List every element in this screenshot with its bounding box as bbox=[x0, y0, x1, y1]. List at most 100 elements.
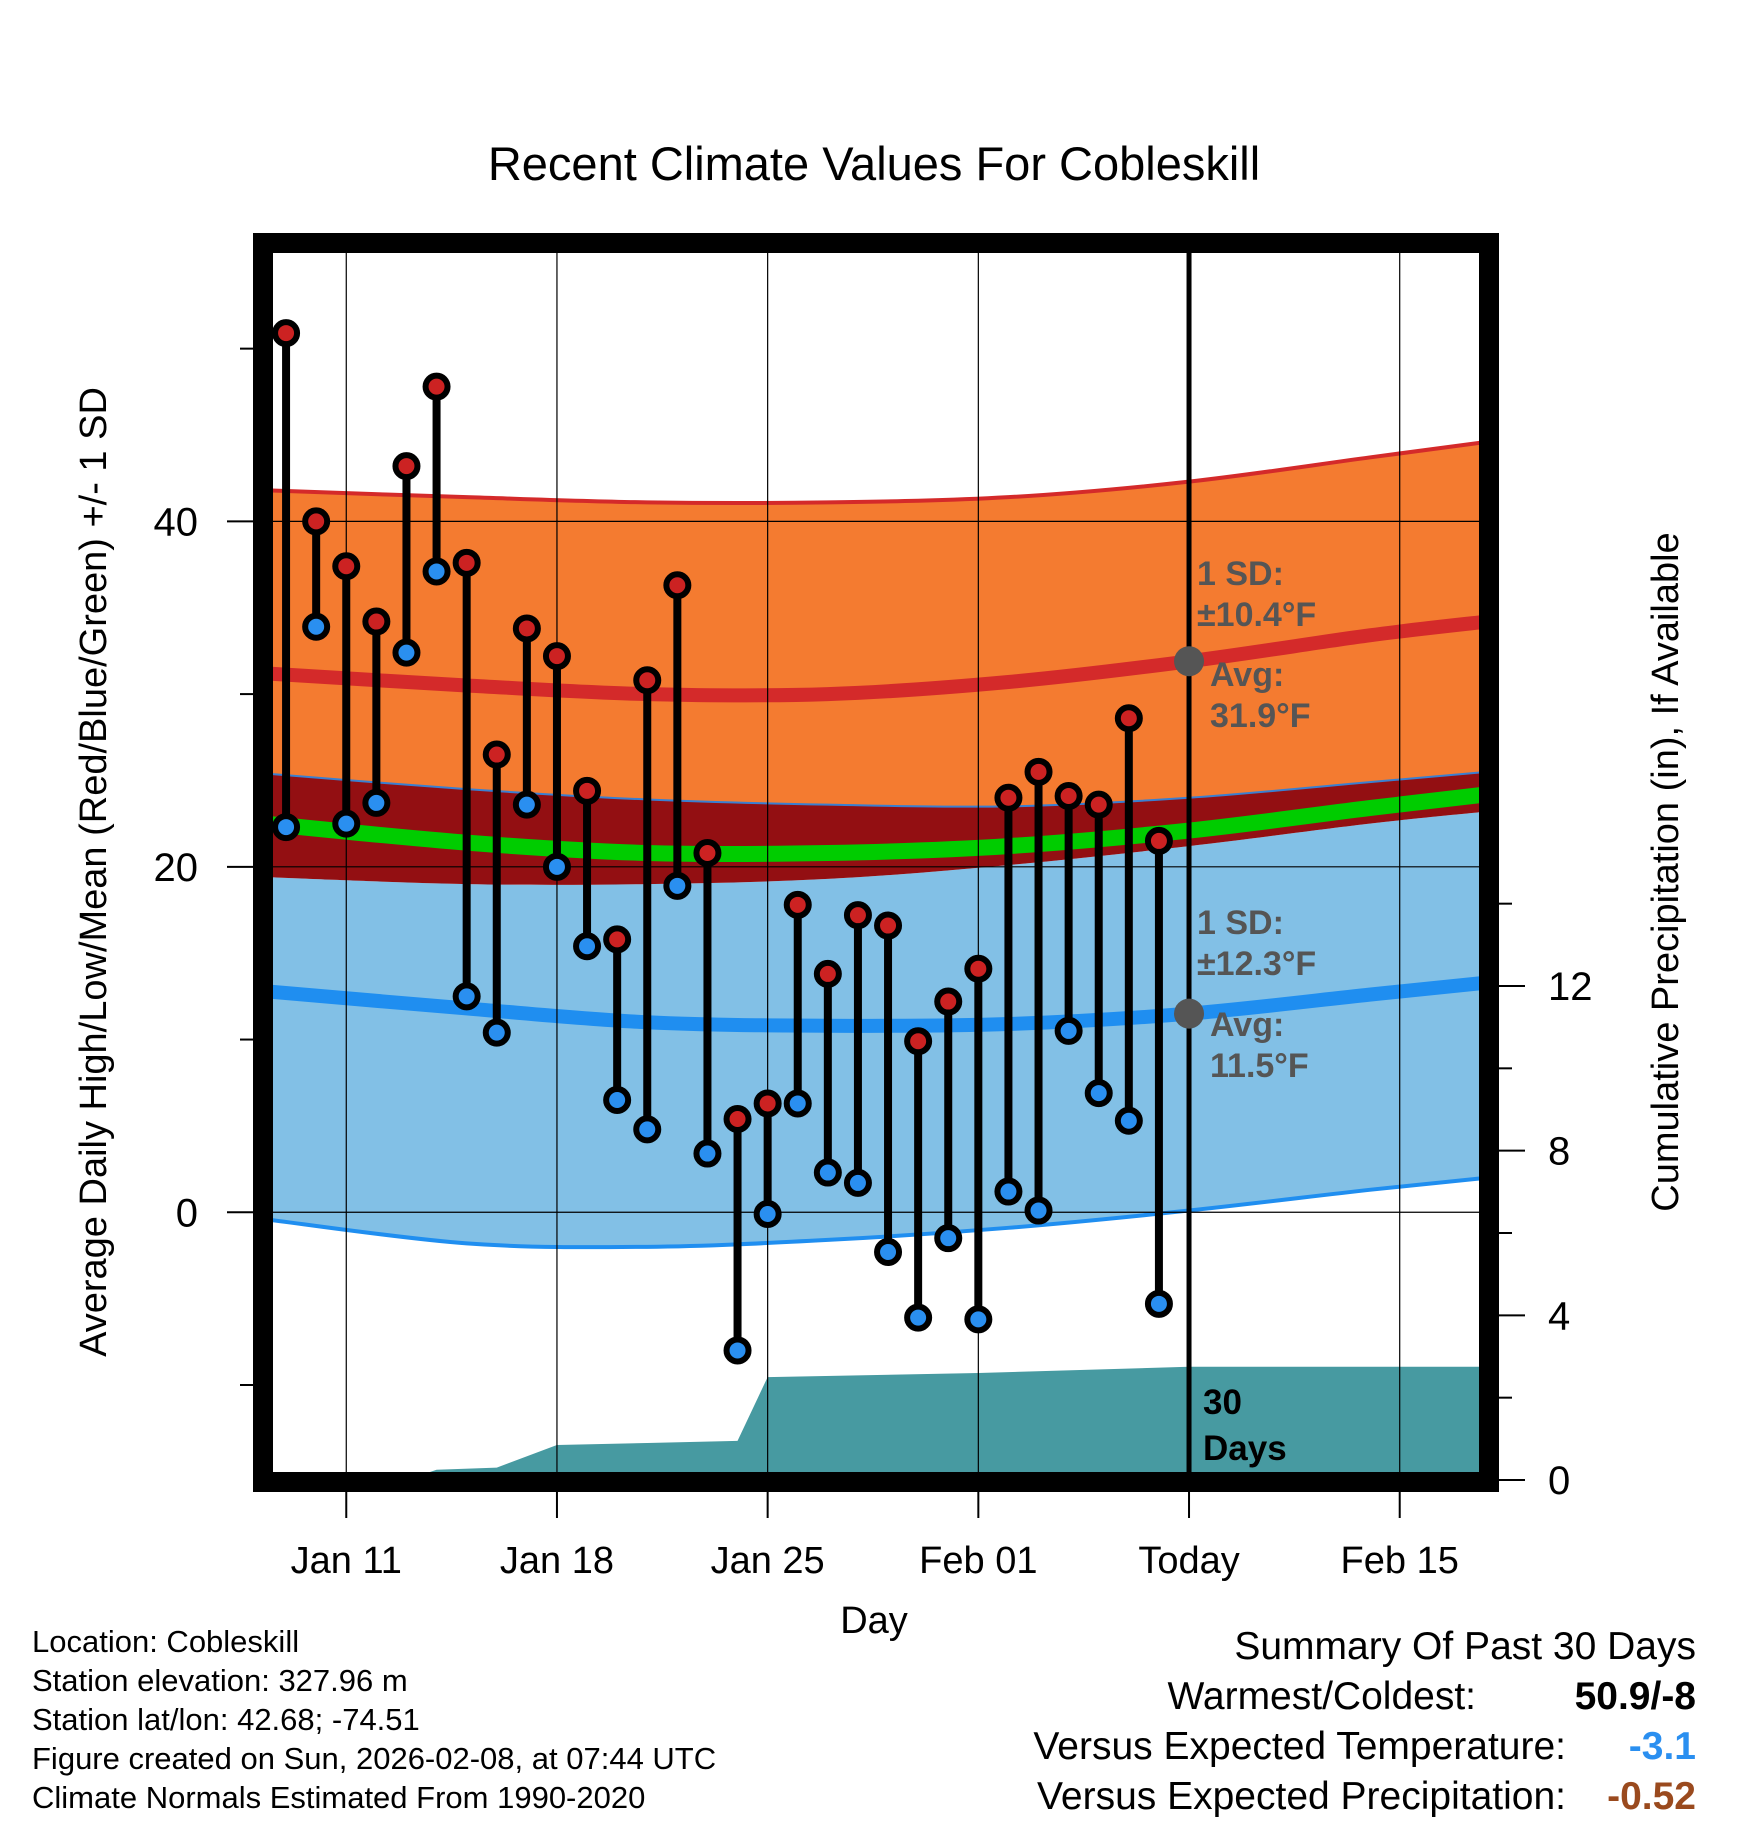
y2-tick-label: 12 bbox=[1548, 965, 1593, 1009]
summary-row-temp: Versus Expected Temperature: -3.1 bbox=[796, 1722, 1696, 1772]
low-temp-point bbox=[1058, 1020, 1080, 1042]
low-temp-point bbox=[997, 1181, 1019, 1203]
high-temp-point bbox=[456, 552, 478, 574]
summary-title: Summary Of Past 30 Days bbox=[796, 1622, 1696, 1672]
high-temp-point bbox=[696, 842, 718, 864]
location-text: Location: Cobleskill bbox=[32, 1622, 716, 1661]
precipitation-area bbox=[265, 1367, 1487, 1480]
low-temp-point bbox=[426, 560, 448, 582]
high-avg-value: 31.9°F bbox=[1210, 697, 1311, 735]
low-temp-point bbox=[546, 856, 568, 878]
low-temp-point bbox=[365, 792, 387, 814]
low-temp-point bbox=[576, 935, 598, 957]
y2-tick-label: 0 bbox=[1548, 1459, 1570, 1503]
elevation-text: Station elevation: 327.96 m bbox=[32, 1661, 716, 1700]
low-avg-value: 11.5°F bbox=[1210, 1047, 1309, 1085]
y2-axis-label: Cumulative Precipitation (in), If Availa… bbox=[1645, 532, 1687, 1211]
low-temp-point bbox=[1088, 1082, 1110, 1104]
low-temp-point bbox=[727, 1339, 749, 1361]
low-temp-point bbox=[787, 1092, 809, 1114]
low-temp-point bbox=[757, 1203, 779, 1225]
high-temp-point bbox=[426, 376, 448, 398]
low-sd-label: 1 SD: bbox=[1197, 904, 1284, 942]
high-temp-point bbox=[907, 1030, 929, 1052]
high-temp-point bbox=[636, 669, 658, 691]
low-temp-point bbox=[456, 985, 478, 1007]
high-temp-point bbox=[817, 963, 839, 985]
high-sd-value: ±10.4°F bbox=[1197, 596, 1316, 634]
low-temp-point bbox=[486, 1022, 508, 1044]
high-avg-label: Avg: bbox=[1210, 656, 1284, 694]
low-temp-point bbox=[666, 875, 688, 897]
low-temp-point bbox=[937, 1227, 959, 1249]
low-temp-point bbox=[516, 794, 538, 816]
days-label-number: 30 bbox=[1203, 1383, 1242, 1422]
low-temp-point bbox=[877, 1241, 899, 1263]
normals-text: Climate Normals Estimated From 1990-2020 bbox=[32, 1778, 716, 1817]
high-temp-point bbox=[997, 787, 1019, 809]
created-text: Figure created on Sun, 2026-02-08, at 07… bbox=[32, 1739, 716, 1778]
high-temp-point bbox=[395, 455, 417, 477]
high-temp-point bbox=[1148, 830, 1170, 852]
plot-area bbox=[265, 245, 1487, 1480]
low-temp-point bbox=[606, 1089, 628, 1111]
low-temp-point bbox=[1118, 1110, 1140, 1132]
x-tick-label: Jan 11 bbox=[291, 1540, 402, 1582]
low-temp-point bbox=[1148, 1293, 1170, 1315]
summary-row-precip: Versus Expected Precipitation: -0.52 bbox=[796, 1772, 1696, 1822]
high-temp-point bbox=[275, 322, 297, 344]
summary-panel: Summary Of Past 30 Days Warmest/Coldest:… bbox=[796, 1622, 1696, 1822]
high-sd-label: 1 SD: bbox=[1197, 555, 1284, 593]
station-info: Location: Cobleskill Station elevation: … bbox=[32, 1622, 716, 1817]
high-average-dot bbox=[1174, 646, 1204, 676]
x-axis: Jan 11 Jan 18 Jan 25 Feb 01 Today Feb 15 bbox=[291, 1492, 1459, 1582]
normal-bands bbox=[265, 442, 1487, 1247]
high-temp-point bbox=[877, 915, 899, 937]
low-temp-point bbox=[1028, 1200, 1050, 1222]
right-y-axis: 0 4 8 12 bbox=[1499, 904, 1593, 1503]
high-temp-point bbox=[546, 645, 568, 667]
latlon-text: Station lat/lon: 42.68; -74.51 bbox=[32, 1700, 716, 1739]
low-temp-point bbox=[335, 813, 357, 835]
precip-label: Versus Expected Precipitation: bbox=[1037, 1772, 1566, 1822]
x-tick-label: Jan 18 bbox=[500, 1540, 614, 1582]
y2-tick-label: 8 bbox=[1548, 1130, 1570, 1174]
high-temp-point bbox=[365, 611, 387, 633]
y2-tick-label: 4 bbox=[1548, 1294, 1570, 1338]
chart-title: Recent Climate Values For Cobleskill bbox=[488, 137, 1260, 190]
high-temp-point bbox=[1118, 707, 1140, 729]
warmest-value: 50.9/-8 bbox=[1546, 1672, 1696, 1722]
y-tick-label: 0 bbox=[176, 1191, 198, 1235]
low-average-dot bbox=[1174, 999, 1204, 1029]
left-y-axis: 0 20 40 bbox=[154, 349, 254, 1385]
y-tick-label: 20 bbox=[154, 846, 199, 890]
low-temp-point bbox=[967, 1308, 989, 1330]
temp-label: Versus Expected Temperature: bbox=[1033, 1722, 1566, 1772]
high-temp-point bbox=[305, 510, 327, 532]
precip-value: -0.52 bbox=[1586, 1772, 1696, 1822]
high-temp-point bbox=[1088, 794, 1110, 816]
high-temp-point bbox=[967, 958, 989, 980]
low-temp-point bbox=[395, 642, 417, 664]
days-label-text: Days bbox=[1203, 1429, 1287, 1468]
low-temp-point bbox=[275, 816, 297, 838]
high-temp-point bbox=[666, 574, 688, 596]
low-temp-point bbox=[847, 1172, 869, 1194]
x-tick-label: Feb 01 bbox=[919, 1540, 1037, 1582]
high-temp-point bbox=[516, 617, 538, 639]
low-sd-value: ±12.3°F bbox=[1197, 945, 1316, 983]
chart-canvas: Recent Climate Values For Cobleskill 1 S… bbox=[0, 0, 1748, 1828]
warmest-label: Warmest/Coldest: bbox=[1168, 1672, 1476, 1722]
high-temp-point bbox=[787, 894, 809, 916]
high-temp-point bbox=[606, 928, 628, 950]
x-tick-label: Feb 15 bbox=[1341, 1540, 1459, 1582]
temp-value: -3.1 bbox=[1586, 1722, 1696, 1772]
high-temp-point bbox=[1058, 785, 1080, 807]
x-tick-label: Jan 25 bbox=[711, 1540, 825, 1582]
low-avg-label: Avg: bbox=[1210, 1006, 1284, 1044]
low-temp-point bbox=[907, 1307, 929, 1329]
precipitation-fill bbox=[265, 1367, 1487, 1480]
low-temp-point bbox=[305, 616, 327, 638]
high-temp-point bbox=[335, 555, 357, 577]
high-temp-point bbox=[757, 1092, 779, 1114]
